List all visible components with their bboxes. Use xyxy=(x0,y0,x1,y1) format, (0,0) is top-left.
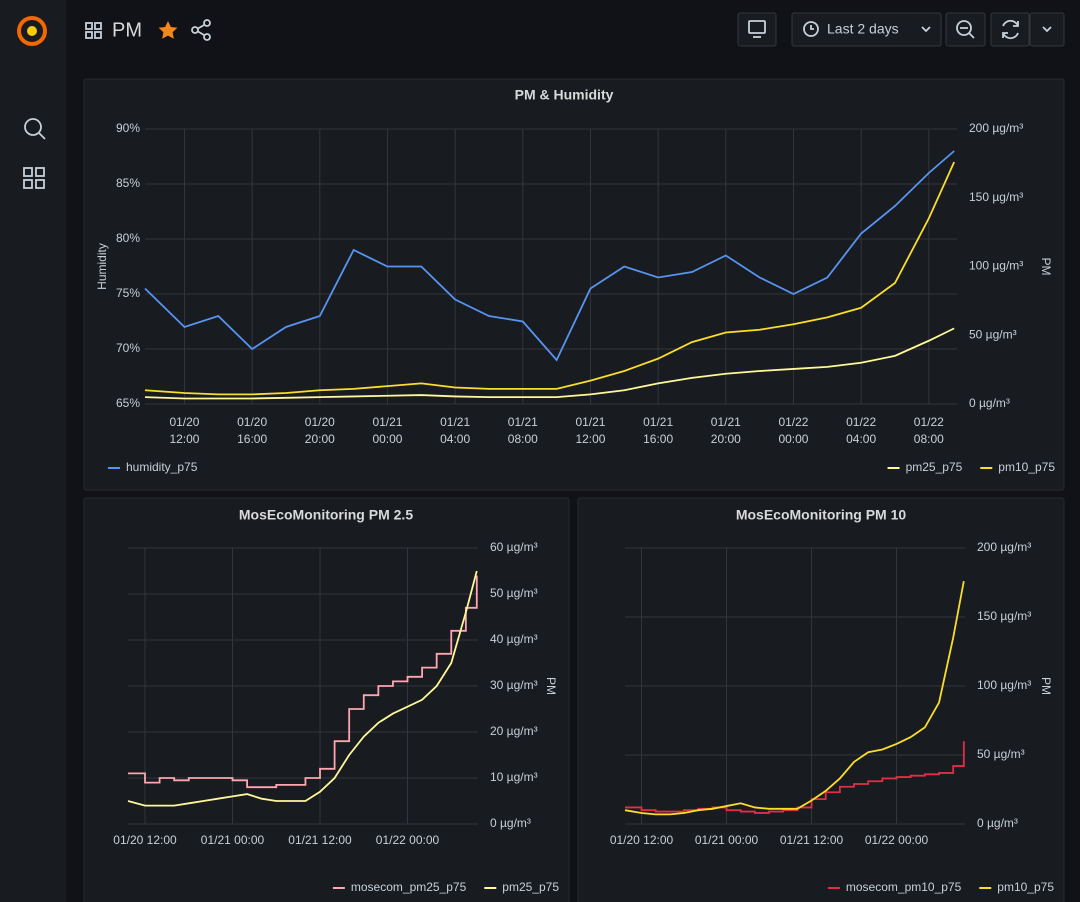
share-button[interactable] xyxy=(191,19,211,41)
x-tick-label: 01/22 00:00 xyxy=(778,415,808,446)
x-tick-label: 01/21 16:00 xyxy=(643,415,673,446)
dashboards-icon[interactable] xyxy=(23,167,45,189)
time-picker[interactable] xyxy=(791,12,942,47)
series-line xyxy=(127,570,478,807)
y2-tick-label: 40 µg/m³ xyxy=(490,632,538,646)
search-icon[interactable] xyxy=(24,118,46,140)
y2-tick-label: 200 µg/m³ xyxy=(977,540,1031,554)
refresh-button[interactable] xyxy=(990,12,1030,47)
legend-label: pm10_p75 xyxy=(998,460,1055,474)
legend-label: pm25_p75 xyxy=(906,460,963,474)
tv-mode-button[interactable] xyxy=(737,12,777,47)
y-tick-label: 80% xyxy=(116,231,140,245)
y2-tick-label: 50 µg/m³ xyxy=(969,327,1017,341)
x-tick-label: 01/21 08:00 xyxy=(508,415,538,446)
y-tick-label: 85% xyxy=(116,176,140,190)
y-tick-label: 75% xyxy=(116,286,140,300)
y2-tick-label: 60 µg/m³ xyxy=(490,540,538,554)
y2-tick-label: 100 µg/m³ xyxy=(969,259,1023,273)
x-tick-label: 01/21 00:00 xyxy=(372,415,402,446)
x-tick-label: 01/21 12:00 xyxy=(780,833,844,847)
y2-tick-label: 0 µg/m³ xyxy=(490,816,531,830)
star-button[interactable] xyxy=(158,21,178,39)
series-line xyxy=(128,575,478,789)
x-tick-label: 01/22 08:00 xyxy=(914,415,944,446)
y2-tick-label: 150 µg/m³ xyxy=(969,190,1023,204)
x-tick-label: 01/20 20:00 xyxy=(305,415,335,446)
y2-tick-label: 10 µg/m³ xyxy=(490,770,538,784)
series-line xyxy=(624,580,965,816)
y-tick-label: 90% xyxy=(116,121,140,135)
x-tick-label: 01/20 16:00 xyxy=(237,415,267,446)
series-line xyxy=(144,161,956,396)
x-tick-label: 01/21 00:00 xyxy=(201,833,265,847)
y2-tick-label: 30 µg/m³ xyxy=(490,678,538,692)
y-axis-label: Humidity xyxy=(95,243,109,290)
legend-label: mosecom_pm25_p75 xyxy=(351,880,467,894)
y2-tick-label: 100 µg/m³ xyxy=(977,678,1031,692)
x-tick-label: 01/21 20:00 xyxy=(711,415,741,446)
legend-label: humidity_p75 xyxy=(126,460,198,474)
x-tick-label: 01/20 12:00 xyxy=(610,833,674,847)
series-line xyxy=(144,150,955,362)
x-tick-label: 01/22 00:00 xyxy=(376,833,440,847)
panel-title: PM & Humidity xyxy=(515,87,614,103)
panel xyxy=(83,78,1065,491)
y2-axis-label: PM xyxy=(1039,258,1053,276)
x-tick-label: 01/21 00:00 xyxy=(695,833,759,847)
series-line xyxy=(144,327,955,400)
y-tick-label: 65% xyxy=(116,396,140,410)
panel-title: MosEcoMonitoring PM 2.5 xyxy=(239,507,413,523)
x-tick-label: 01/22 00:00 xyxy=(865,833,929,847)
y2-tick-label: 0 µg/m³ xyxy=(969,396,1010,410)
panel-title: MosEcoMonitoring PM 10 xyxy=(736,507,907,523)
y2-tick-label: 150 µg/m³ xyxy=(977,609,1031,623)
x-tick-label: 01/21 04:00 xyxy=(440,415,470,446)
panel xyxy=(577,497,1065,902)
x-tick-label: 01/21 12:00 xyxy=(575,415,605,446)
dashboard-title: PM xyxy=(112,19,142,41)
time-range[interactable]: Last 2 days xyxy=(827,21,899,37)
x-tick-label: 01/20 12:00 xyxy=(169,415,199,446)
x-tick-label: 01/22 04:00 xyxy=(846,415,876,446)
y2-tick-label: 50 µg/m³ xyxy=(977,747,1025,761)
y2-axis-label: PM xyxy=(1039,677,1053,695)
x-tick-label: 01/20 12:00 xyxy=(113,833,177,847)
y2-tick-label: 20 µg/m³ xyxy=(490,724,538,738)
y2-axis-label: PM xyxy=(544,677,558,695)
legend-label: mosecom_pm10_p75 xyxy=(846,880,962,894)
legend-label: pm25_p75 xyxy=(502,880,559,894)
y2-tick-label: 200 µg/m³ xyxy=(969,121,1023,135)
sidebar xyxy=(0,0,66,902)
zoom-out-button[interactable] xyxy=(945,12,986,47)
grafana-logo[interactable] xyxy=(17,16,47,46)
legend-label: pm10_p75 xyxy=(997,880,1054,894)
y2-tick-label: 50 µg/m³ xyxy=(490,586,538,600)
x-tick-label: 01/21 12:00 xyxy=(288,833,352,847)
y2-tick-label: 0 µg/m³ xyxy=(977,816,1018,830)
refresh-interval-button[interactable] xyxy=(1029,12,1065,47)
dashboard-grid-icon xyxy=(85,22,102,39)
y-tick-label: 70% xyxy=(116,341,140,355)
